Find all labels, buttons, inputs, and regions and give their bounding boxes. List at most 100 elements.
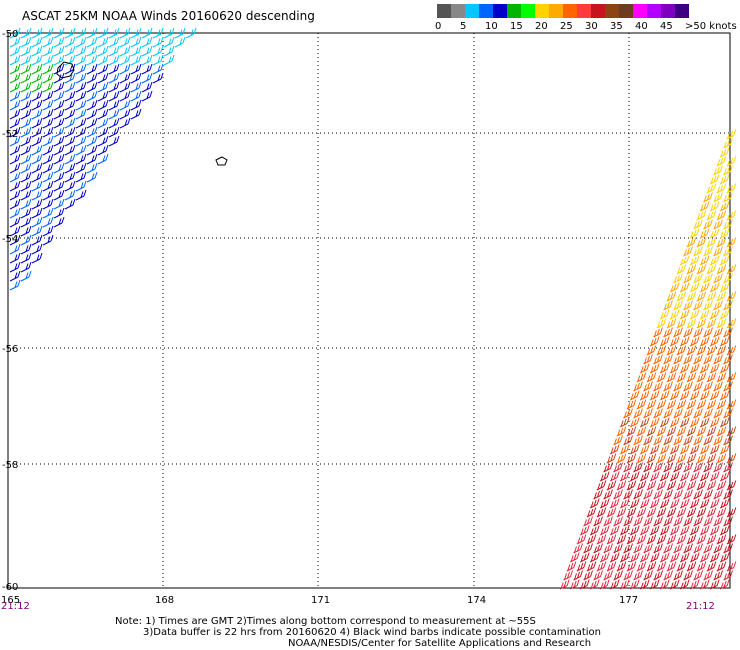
wind-barb — [699, 255, 710, 266]
wind-barb — [699, 525, 710, 536]
legend-label: 45 — [660, 21, 673, 32]
wind-barb — [726, 318, 737, 329]
wind-barb — [613, 570, 623, 581]
wind-barb — [669, 309, 680, 320]
wind-barb — [53, 216, 65, 228]
wind-barb — [20, 45, 32, 57]
wind-barb — [673, 516, 683, 527]
wind-barb — [64, 117, 76, 129]
wind-barb — [108, 81, 120, 93]
wind-barb — [653, 462, 663, 473]
wind-barb — [9, 189, 21, 201]
wind-barb — [619, 471, 630, 482]
wind-barb — [686, 480, 697, 491]
wind-barb — [643, 435, 653, 446]
wind-barb — [689, 309, 700, 320]
legend-swatch — [633, 4, 647, 18]
wind-barb — [53, 171, 65, 183]
wind-barb — [713, 165, 723, 176]
wind-barb — [31, 162, 43, 174]
wind-barb — [689, 525, 700, 536]
wind-barb — [86, 162, 98, 174]
wind-barb — [97, 45, 109, 57]
wind-barb — [9, 162, 21, 174]
wind-barb — [689, 471, 700, 482]
wind-barb — [659, 336, 670, 347]
wind-barb — [75, 108, 87, 120]
wind-barb — [666, 453, 677, 464]
wind-barb — [709, 255, 720, 266]
wind-barb — [609, 525, 620, 536]
wind-barb — [20, 171, 32, 183]
wind-barb — [679, 417, 690, 428]
wind-barb — [53, 54, 65, 66]
wind-barb — [643, 570, 653, 581]
wind-barb — [709, 552, 720, 563]
wind-barb — [706, 561, 717, 572]
wind-barb — [716, 264, 727, 275]
legend-swatch — [465, 4, 479, 18]
wind-barb — [669, 552, 680, 563]
wind-barb — [559, 579, 570, 590]
wind-barb — [53, 162, 65, 174]
wind-barb — [633, 381, 643, 392]
wind-barb — [31, 171, 43, 183]
wind-barb — [593, 543, 603, 554]
wind-barb — [616, 534, 627, 545]
wind-barb — [75, 72, 87, 84]
legend-labels: 0 5 10 15 20 25 30 35 40 45 >50 knots — [435, 21, 737, 35]
wind-barb — [716, 345, 727, 356]
wind-barb — [9, 252, 21, 264]
wind-barb — [656, 534, 667, 545]
wind-barb — [673, 489, 683, 500]
note-line-3: NOAA/NESDIS/Center for Satellite Applica… — [288, 638, 592, 649]
wind-barb — [699, 363, 710, 374]
wind-barb — [141, 27, 153, 39]
wind-barb — [603, 489, 613, 500]
wind-barb — [723, 246, 733, 257]
wind-barb — [64, 180, 76, 192]
wind-barb — [719, 363, 730, 374]
wind-barb — [163, 27, 175, 39]
wind-barb — [174, 36, 186, 48]
wind-barb — [716, 291, 727, 302]
wind-barb — [656, 345, 667, 356]
wind-barb — [693, 543, 703, 554]
wind-barb — [696, 480, 707, 491]
wind-barb — [86, 153, 98, 165]
wind-barb — [696, 345, 707, 356]
wind-barb — [653, 354, 663, 365]
wind-barb — [706, 534, 717, 545]
wind-barb — [646, 534, 657, 545]
wind-barb — [9, 171, 21, 183]
wind-barb — [689, 363, 700, 374]
wind-barb — [683, 435, 693, 446]
time-label-right: 21:12 — [686, 601, 715, 612]
wind-barb — [686, 264, 697, 275]
wind-barb — [31, 243, 43, 255]
wind-barb — [659, 498, 670, 509]
wind-barb — [626, 399, 637, 410]
wind-barb — [606, 507, 617, 518]
wind-barb — [676, 453, 687, 464]
legend-swatch — [577, 4, 591, 18]
wind-barb — [31, 153, 43, 165]
wind-barb — [97, 126, 109, 138]
wind-barb — [9, 261, 21, 273]
wind-barb — [97, 72, 109, 84]
wind-barb — [663, 408, 673, 419]
wind-barb — [64, 108, 76, 120]
wind-barb — [693, 570, 703, 581]
wind-barb — [119, 117, 131, 129]
wind-barb — [141, 45, 153, 57]
wind-barb — [653, 327, 663, 338]
wind-barb — [673, 381, 683, 392]
wind-barb — [152, 63, 164, 75]
wind-barb — [709, 471, 720, 482]
wind-barb — [713, 273, 723, 284]
wind-barb — [9, 144, 21, 156]
wind-barb — [31, 63, 43, 75]
wind-barb — [9, 81, 21, 93]
wind-barb — [723, 408, 733, 419]
legend-swatch — [507, 4, 521, 18]
